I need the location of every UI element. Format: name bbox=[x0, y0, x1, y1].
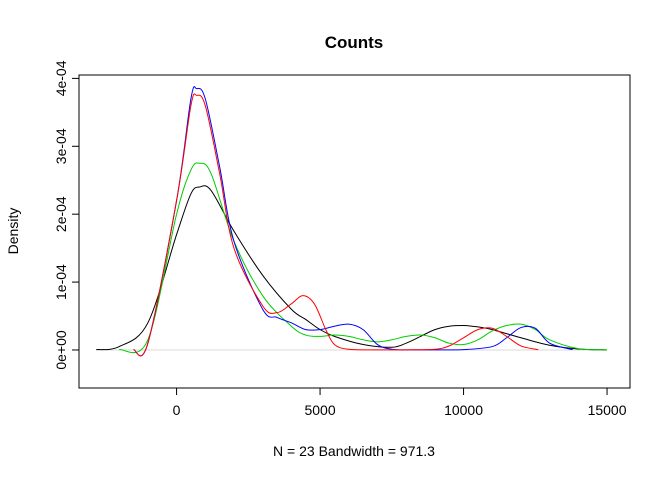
chart-title: Counts bbox=[325, 33, 384, 52]
y-tick-label: 4e-04 bbox=[53, 60, 69, 96]
y-axis-label: Density bbox=[5, 208, 21, 255]
y-tick-label: 3e-04 bbox=[53, 128, 69, 164]
y-tick-label: 2e-04 bbox=[53, 196, 69, 232]
y-axis: 0e+00 1e-04 2e-04 3e-04 4e-04 bbox=[53, 60, 80, 370]
x-tick-label: 10000 bbox=[444, 402, 483, 418]
x-tick-label: 5000 bbox=[304, 402, 335, 418]
y-tick-label: 1e-04 bbox=[53, 264, 69, 300]
y-tick-label: 0e+00 bbox=[53, 330, 69, 370]
density-series bbox=[96, 86, 608, 357]
x-tick-label: 15000 bbox=[588, 402, 627, 418]
density-line-3 bbox=[133, 86, 573, 357]
density-line-4 bbox=[133, 93, 539, 357]
x-axis-label: N = 23 Bandwidth = 971.3 bbox=[273, 443, 435, 459]
plot-frame bbox=[78, 74, 631, 389]
x-tick-label: 0 bbox=[173, 402, 181, 418]
